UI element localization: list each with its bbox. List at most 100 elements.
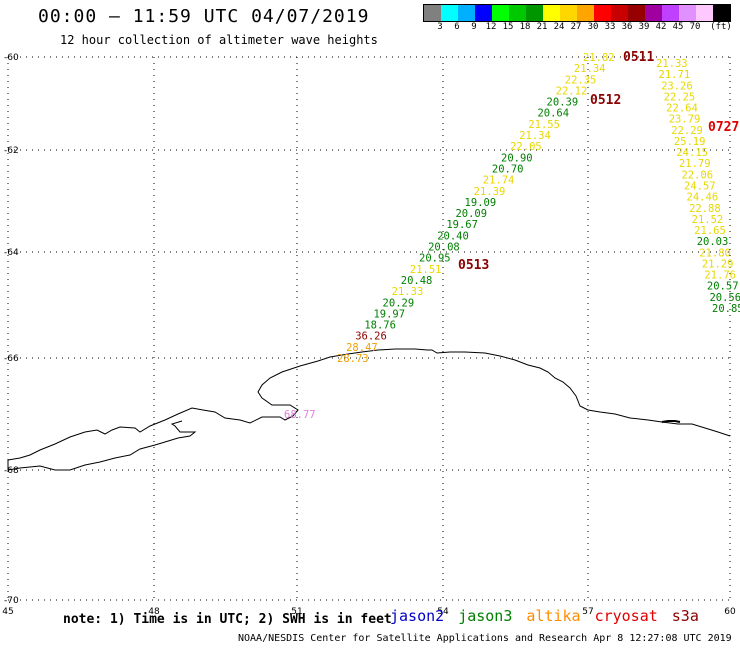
lon-label: 45: [2, 607, 13, 617]
coastline: [7, 348, 731, 461]
wave-height-value: 23.26: [661, 80, 693, 92]
legend-jason3: jason3: [458, 607, 513, 625]
wave-height-value: 68.77: [284, 409, 316, 421]
wave-height-value: 22.64: [666, 103, 698, 115]
wave-height-value: 22.12: [556, 85, 588, 97]
wave-height-value: 20.29: [383, 297, 415, 309]
wave-height-value: 20.03: [697, 236, 729, 248]
scale-swatch: [611, 5, 628, 21]
wave-height-value: 21.76: [704, 270, 736, 282]
scale-swatch: [662, 5, 679, 21]
scale-swatch: [560, 5, 577, 21]
wave-height-value: 20.09: [455, 208, 487, 220]
footnote: note: 1) Time is in UTC; 2) SWH is in fe…: [63, 612, 392, 627]
wave-height-value: 21.79: [679, 158, 711, 170]
pass-time-label: 0513: [458, 258, 489, 273]
scale-swatch: [696, 5, 713, 21]
legend-altika: altika: [526, 607, 581, 625]
map-subtitle: 12 hour collection of altimeter wave hei…: [60, 33, 378, 47]
wave-height-value: 22.06: [681, 169, 713, 181]
wave-height-value: 22.35: [565, 74, 597, 86]
scale-swatch: [713, 5, 730, 21]
scale-label: 3: [437, 22, 443, 32]
scale-label: 6: [454, 22, 460, 32]
scale-label: 24: [553, 22, 565, 32]
scale-label: 15: [502, 22, 514, 32]
wave-height-value: 21.74: [483, 175, 515, 187]
scale-label: 36: [621, 22, 633, 32]
legend-jason2: jason2: [390, 607, 445, 625]
wave-height-value: 22.88: [689, 203, 721, 215]
scale-label: 30: [587, 22, 599, 32]
scale-swatch: [475, 5, 492, 21]
wave-height-value: 20.57: [707, 281, 739, 293]
wave-height-value: 23.79: [669, 114, 701, 126]
scale-swatch: [645, 5, 662, 21]
scale-label: 9: [471, 22, 477, 32]
scale-swatch: [577, 5, 594, 21]
wave-height-value: 20.90: [501, 152, 533, 164]
lon-label: 60: [724, 607, 736, 617]
lat-label: -68: [4, 466, 19, 476]
wave-height-value: 20.40: [437, 230, 469, 242]
wave-height-value: 19.67: [446, 219, 478, 231]
wave-height-value: 21.33: [392, 286, 424, 298]
scale-label: 42: [655, 22, 667, 32]
scale-swatch: [594, 5, 611, 21]
wave-height-value: 21.55: [528, 119, 560, 131]
wave-height-value: 21.34: [519, 130, 551, 142]
wave-height-value: 22.25: [664, 91, 696, 103]
wave-height-value: 20.48: [401, 275, 433, 287]
legend-s3a: s3a: [671, 607, 699, 625]
scale-label: 21: [536, 22, 548, 32]
lon-label: 51: [291, 607, 302, 617]
scale-unit: (ft): [710, 22, 732, 32]
color-scale-labels: 3 6 9 12 15 18 21 24 27 30 33 36 39 42 45 70 (ft): [423, 22, 733, 34]
scale-label: 45: [672, 22, 684, 32]
wave-height-value: 18.76: [364, 320, 396, 332]
scale-label: 70: [689, 22, 701, 32]
wave-height-value: 20.08: [428, 242, 460, 254]
scale-swatch: [628, 5, 645, 21]
coastline-west: [7, 420, 197, 471]
wave-height-value: 19.97: [373, 308, 405, 320]
lat-label: -60: [4, 53, 19, 63]
scale-label: 18: [519, 22, 531, 32]
scale-swatch: [458, 5, 475, 21]
lon-label: 57: [582, 607, 593, 617]
wave-height-value: 21.33: [656, 58, 688, 70]
wave-height-value: 20.95: [419, 253, 451, 265]
scale-label: 33: [604, 22, 616, 32]
scale-swatch: [679, 5, 696, 21]
wave-height-value: 24.46: [687, 192, 719, 204]
track-labels: 21.8221.3422.3522.1220.3920.6421.5521.34…: [284, 50, 740, 421]
wave-height-value: 28.47: [346, 342, 378, 354]
scale-label: 39: [638, 22, 650, 32]
wave-height-value: 21.52: [692, 214, 724, 226]
map-title: 00:00 – 11:59 UTC 04/07/2019: [38, 6, 370, 27]
wave-height-value: 22.29: [671, 125, 703, 137]
wave-height-value: 21.51: [410, 264, 442, 276]
wave-height-value: 25.19: [674, 136, 706, 148]
wave-height-value: 20.56: [709, 292, 740, 304]
wave-height-value: 21.34: [574, 63, 606, 75]
wave-height-value: 19.09: [465, 197, 497, 209]
scale-swatch: [441, 5, 458, 21]
lat-label: -62: [4, 146, 19, 156]
legend-cryosat: cryosat: [594, 607, 658, 625]
wave-height-value: 21.39: [474, 186, 506, 198]
lat-label: -64: [4, 248, 19, 258]
wave-height-value: 21.29: [702, 258, 734, 270]
color-scale-bar: [423, 4, 731, 22]
scale-label: 27: [570, 22, 582, 32]
scale-label: 12: [485, 22, 497, 32]
wave-height-value: 20.64: [537, 108, 569, 120]
lat-label: -66: [4, 354, 19, 364]
scale-swatch: [492, 5, 509, 21]
scale-swatch: [424, 5, 441, 21]
scale-swatch: [526, 5, 543, 21]
pass-time-label: 0511: [623, 50, 654, 65]
scale-swatch: [543, 5, 560, 21]
coastline-ice: [661, 420, 681, 423]
